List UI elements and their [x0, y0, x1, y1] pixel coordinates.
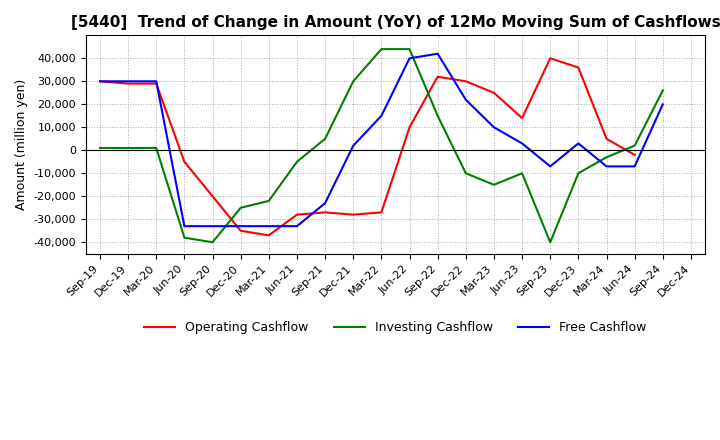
Operating Cashflow [152, 81, 161, 86]
Investing Cashflow [264, 198, 273, 204]
Investing Cashflow [574, 171, 582, 176]
Operating Cashflow [490, 90, 498, 95]
Free Cashflow [518, 141, 526, 146]
Line: Operating Cashflow: Operating Cashflow [100, 59, 634, 235]
Investing Cashflow [124, 145, 132, 150]
Investing Cashflow [546, 240, 554, 245]
Operating Cashflow [377, 210, 386, 215]
Free Cashflow [462, 97, 470, 103]
Free Cashflow [96, 79, 104, 84]
Investing Cashflow [321, 136, 330, 141]
Operating Cashflow [208, 194, 217, 199]
Free Cashflow [630, 164, 639, 169]
Investing Cashflow [180, 235, 189, 240]
Free Cashflow [349, 143, 358, 148]
Line: Investing Cashflow: Investing Cashflow [100, 49, 663, 242]
Operating Cashflow [180, 159, 189, 165]
Free Cashflow [292, 224, 301, 229]
Operating Cashflow [292, 212, 301, 217]
Operating Cashflow [574, 65, 582, 70]
Free Cashflow [208, 224, 217, 229]
Investing Cashflow [405, 47, 414, 52]
Investing Cashflow [602, 154, 611, 160]
Free Cashflow [546, 164, 554, 169]
Operating Cashflow [630, 152, 639, 158]
Free Cashflow [377, 113, 386, 118]
Operating Cashflow [236, 228, 245, 233]
Investing Cashflow [630, 143, 639, 148]
Operating Cashflow [546, 56, 554, 61]
Investing Cashflow [292, 159, 301, 165]
Operating Cashflow [518, 115, 526, 121]
Free Cashflow [602, 164, 611, 169]
Free Cashflow [124, 79, 132, 84]
Operating Cashflow [321, 210, 330, 215]
Investing Cashflow [518, 171, 526, 176]
Legend: Operating Cashflow, Investing Cashflow, Free Cashflow: Operating Cashflow, Investing Cashflow, … [139, 316, 652, 339]
Free Cashflow [152, 79, 161, 84]
Operating Cashflow [349, 212, 358, 217]
Y-axis label: Amount (million yen): Amount (million yen) [15, 79, 28, 210]
Free Cashflow [264, 224, 273, 229]
Investing Cashflow [96, 145, 104, 150]
Operating Cashflow [433, 74, 442, 79]
Free Cashflow [405, 56, 414, 61]
Investing Cashflow [433, 113, 442, 118]
Free Cashflow [321, 201, 330, 206]
Operating Cashflow [124, 81, 132, 86]
Operating Cashflow [96, 79, 104, 84]
Free Cashflow [236, 224, 245, 229]
Investing Cashflow [208, 240, 217, 245]
Operating Cashflow [405, 125, 414, 130]
Free Cashflow [574, 141, 582, 146]
Investing Cashflow [377, 47, 386, 52]
Investing Cashflow [462, 171, 470, 176]
Free Cashflow [659, 102, 667, 107]
Operating Cashflow [264, 233, 273, 238]
Investing Cashflow [236, 205, 245, 210]
Free Cashflow [490, 125, 498, 130]
Free Cashflow [180, 224, 189, 229]
Line: Free Cashflow: Free Cashflow [100, 54, 663, 226]
Investing Cashflow [490, 182, 498, 187]
Operating Cashflow [602, 136, 611, 141]
Free Cashflow [433, 51, 442, 56]
Operating Cashflow [462, 79, 470, 84]
Investing Cashflow [152, 145, 161, 150]
Title: [5440]  Trend of Change in Amount (YoY) of 12Mo Moving Sum of Cashflows: [5440] Trend of Change in Amount (YoY) o… [71, 15, 720, 30]
Investing Cashflow [349, 79, 358, 84]
Investing Cashflow [659, 88, 667, 93]
